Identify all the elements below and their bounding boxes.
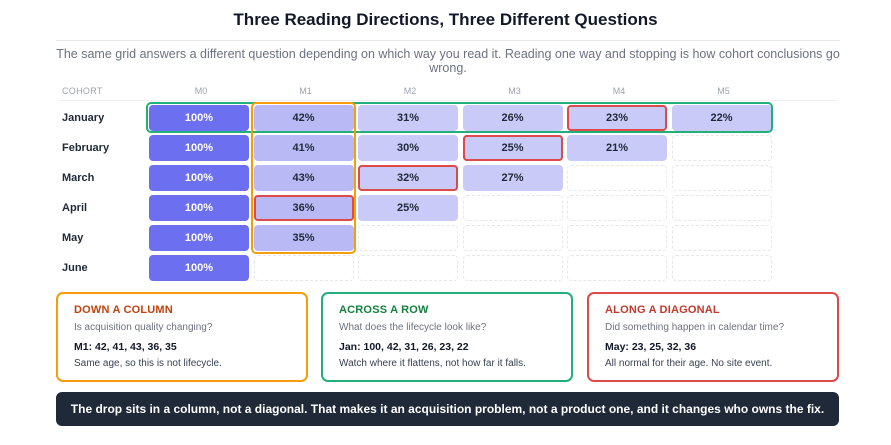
card-question: Did something happen in calendar time? bbox=[605, 322, 784, 333]
cell-january-m5: 22% bbox=[671, 105, 772, 131]
card-across-a-row: ACROSS A ROW What does the lifecycle loo… bbox=[321, 292, 573, 382]
cell-february-m4: 21% bbox=[567, 135, 667, 161]
cell-empty bbox=[671, 225, 772, 251]
cell-january-m1: 42% bbox=[253, 105, 354, 131]
card-along-a-diagonal: ALONG A DIAGONAL Did something happen in… bbox=[587, 292, 839, 382]
card-note: Same age, so this is not lifecycle. bbox=[74, 358, 222, 369]
header-divider bbox=[58, 100, 838, 101]
row-label-june: June bbox=[62, 262, 88, 274]
page-subtitle: The same grid answers a different questi… bbox=[56, 40, 840, 75]
cell-empty bbox=[358, 225, 458, 251]
cell-january-m3: 26% bbox=[462, 105, 563, 131]
cell-march-m3: 27% bbox=[462, 165, 563, 191]
cell-empty bbox=[567, 255, 667, 281]
cell-january-m4: 23% bbox=[567, 105, 667, 131]
cell-empty bbox=[671, 255, 772, 281]
row-label-may: May bbox=[62, 232, 84, 244]
conclusion-banner: The drop sits in a column, not a diagona… bbox=[56, 392, 839, 426]
card-question: What does the lifecycle look like? bbox=[339, 322, 487, 333]
cell-april-m1: 36% bbox=[253, 195, 354, 221]
cell-empty bbox=[462, 225, 563, 251]
cell-february-m2: 30% bbox=[358, 135, 458, 161]
row-label-february: February bbox=[62, 142, 110, 154]
row-label-april: April bbox=[62, 202, 88, 214]
cell-empty bbox=[567, 165, 667, 191]
column-header-m1: M1 bbox=[299, 86, 312, 96]
cell-january-m0: 100% bbox=[149, 105, 249, 131]
cell-empty bbox=[462, 195, 563, 221]
cell-empty bbox=[358, 255, 458, 281]
cell-april-m2: 25% bbox=[358, 195, 458, 221]
card-values: May: 23, 25, 32, 36 bbox=[605, 341, 697, 353]
column-header-m3: M3 bbox=[508, 86, 521, 96]
card-values: Jan: 100, 42, 31, 26, 23, 22 bbox=[339, 341, 469, 353]
cell-march-m0: 100% bbox=[149, 165, 249, 191]
cell-february-m1: 41% bbox=[253, 135, 354, 161]
card-note: All normal for their age. No site event. bbox=[605, 358, 773, 369]
card-values: M1: 42, 41, 43, 36, 35 bbox=[74, 341, 177, 353]
card-down-a-column: DOWN A COLUMN Is acquisition quality cha… bbox=[56, 292, 308, 382]
column-header-m2: M2 bbox=[403, 86, 417, 96]
cell-empty bbox=[671, 135, 772, 161]
column-header-m0: M0 bbox=[194, 86, 208, 96]
card-heading: DOWN A COLUMN bbox=[74, 304, 173, 316]
cell-empty bbox=[671, 165, 772, 191]
cell-may-m1: 35% bbox=[253, 225, 354, 251]
card-heading: ACROSS A ROW bbox=[339, 304, 429, 316]
row-label-march: March bbox=[62, 172, 95, 184]
card-heading: ALONG A DIAGONAL bbox=[605, 304, 720, 316]
cell-march-m1: 43% bbox=[253, 165, 354, 191]
card-question: Is acquisition quality changing? bbox=[74, 322, 213, 333]
page-title: Three Reading Directions, Three Differen… bbox=[233, 10, 658, 29]
column-header-m5: M5 bbox=[717, 86, 730, 96]
cell-may-m0: 100% bbox=[149, 225, 249, 251]
cell-march-m2: 32% bbox=[358, 165, 458, 191]
cohort-column-header: COHORT bbox=[62, 86, 103, 96]
cell-february-m3: 25% bbox=[462, 135, 563, 161]
card-note: Watch where it flattens, not how far it … bbox=[339, 358, 526, 369]
cell-april-m0: 100% bbox=[149, 195, 249, 221]
cell-january-m2: 31% bbox=[358, 105, 458, 131]
cell-empty bbox=[253, 255, 354, 281]
cell-empty bbox=[671, 195, 772, 221]
cell-empty bbox=[567, 195, 667, 221]
cell-june-m0: 100% bbox=[149, 255, 249, 281]
cell-empty bbox=[462, 255, 563, 281]
cell-february-m0: 100% bbox=[149, 135, 249, 161]
cell-empty bbox=[567, 225, 667, 251]
column-header-m4: M4 bbox=[612, 86, 626, 96]
row-label-january: January bbox=[62, 112, 105, 124]
